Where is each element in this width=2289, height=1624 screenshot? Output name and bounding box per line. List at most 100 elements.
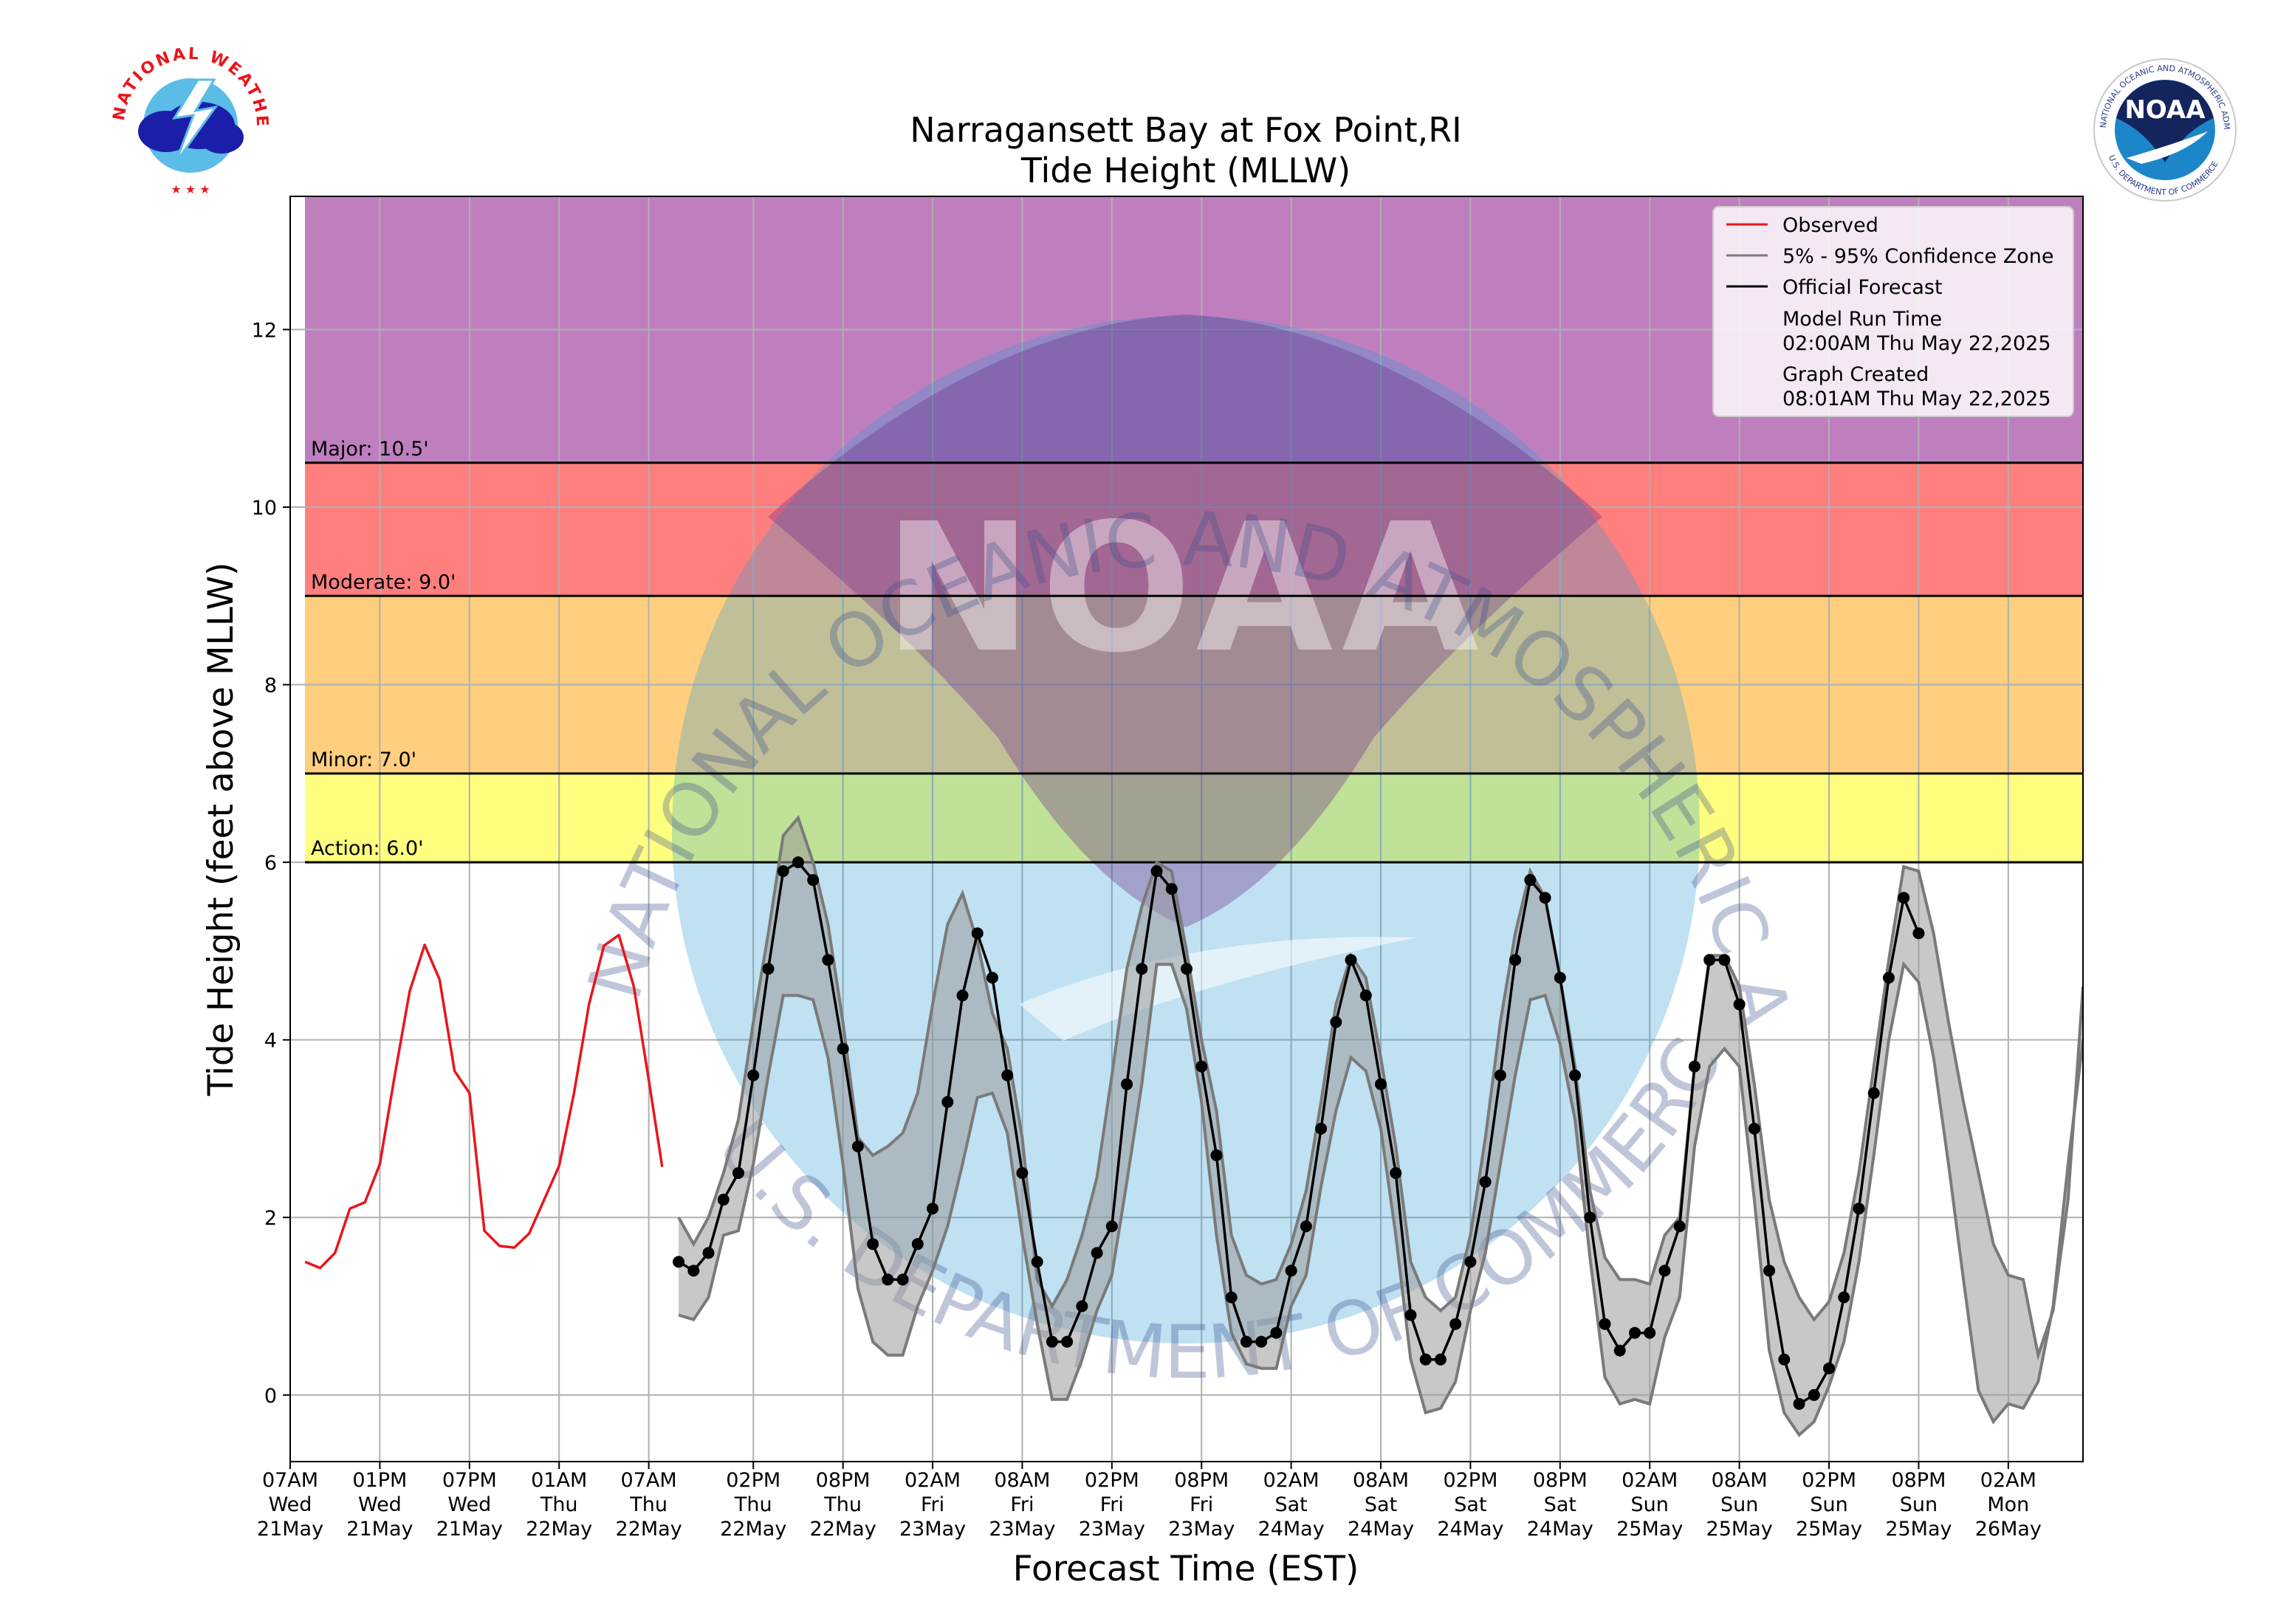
forecast-point: [1001, 1069, 1014, 1081]
forecast-point: [1494, 1069, 1506, 1081]
forecast-point: [1076, 1300, 1088, 1312]
x-tick-label: 02PM Thu 22May: [720, 1469, 786, 1541]
forecast-point: [1285, 1265, 1297, 1277]
forecast-point: [777, 865, 789, 878]
forecast-point: [1330, 1016, 1342, 1028]
x-tick-label: 02AM Sun 25May: [1616, 1469, 1683, 1541]
noaa-logo-text: NOAA: [2124, 95, 2206, 125]
threshold-label-minor: Minor: 7.0': [311, 749, 416, 771]
y-axis-label: Tide Height (feet above MLLW): [201, 562, 241, 1097]
forecast-point: [1569, 1069, 1582, 1081]
forecast-point: [1031, 1256, 1043, 1268]
forecast-point: [1658, 1265, 1671, 1277]
threshold-label-moderate: Moderate: 9.0': [311, 571, 456, 593]
forecast-point: [687, 1265, 700, 1277]
confidence-upper-line: [677, 814, 2083, 1361]
forecast-point: [1255, 1335, 1268, 1348]
legend-observed-label: Observed: [1782, 214, 1878, 237]
nws-logo-stars: ★ ★ ★: [171, 182, 210, 196]
forecast-point: [1763, 1265, 1776, 1277]
forecast-point: [1882, 971, 1895, 984]
chart-legend: Observed 5% - 95% Confidence Zone Offici…: [1712, 206, 2074, 417]
forecast-point: [1599, 1318, 1611, 1330]
watermark-noaa-text: NOAA: [884, 485, 1488, 692]
forecast-point: [1195, 1060, 1208, 1073]
forecast-point: [792, 856, 804, 869]
x-tick-label: 08AM Fri 23May: [989, 1469, 1055, 1541]
forecast-point: [1121, 1078, 1133, 1090]
x-tick-label: 08PM Sat 24May: [1527, 1469, 1593, 1541]
x-tick-label: 08PM Thu 22May: [810, 1469, 876, 1541]
x-tick-label: 02PM Fri 23May: [1079, 1469, 1145, 1541]
forecast-point: [1823, 1362, 1836, 1374]
forecast-point: [1136, 963, 1148, 975]
legend-confidence-label: 5% - 95% Confidence Zone: [1782, 245, 2053, 268]
forecast-point: [956, 989, 969, 1002]
forecast-point: [1554, 971, 1566, 984]
threshold-band-moderate: [305, 462, 2083, 596]
forecast-point: [1105, 1220, 1118, 1233]
forecast-point: [1150, 865, 1163, 878]
nws-logo: NATIONAL WEATHER SERVICE ★ ★ ★: [0, 0, 269, 196]
forecast-point: [851, 1140, 864, 1153]
forecast-point: [882, 1273, 894, 1286]
forecast-point: [1181, 963, 1192, 975]
forecast-point: [1404, 1309, 1417, 1321]
forecast-point: [1464, 1256, 1477, 1268]
forecast-point: [1898, 892, 1910, 904]
forecast-point: [1688, 1060, 1701, 1073]
x-tick-label: 08AM Sun 25May: [1706, 1469, 1773, 1541]
legend-model-run-label: Model Run Time: [1782, 308, 1942, 331]
forecast-point: [822, 954, 834, 966]
forecast-point: [1509, 954, 1522, 966]
forecast-point: [1419, 1353, 1432, 1366]
chart-title-line1: Narragansett Bay at Fox Point,RI: [910, 110, 1462, 150]
forecast-point: [1165, 883, 1178, 895]
x-tick-label: 08AM Sat 24May: [1348, 1469, 1414, 1541]
forecast-point: [986, 971, 998, 984]
forecast-point: [1748, 1122, 1760, 1135]
forecast-point: [1912, 927, 1925, 940]
forecast-point: [1718, 954, 1731, 966]
legend-graph-created-value: 08:01AM Thu May 22,2025: [1782, 388, 2051, 410]
forecast-point: [1793, 1397, 1805, 1410]
forecast-point: [1315, 1122, 1328, 1135]
x-tick-label: 02AM Sat 24May: [1258, 1469, 1325, 1541]
y-tick-label: 6: [264, 852, 277, 875]
forecast-point: [1300, 1220, 1312, 1233]
plot-frame: [289, 196, 2084, 1462]
forecast-point: [702, 1247, 715, 1259]
forecast-point: [673, 1256, 685, 1268]
forecast-point: [717, 1194, 730, 1206]
forecast-point: [971, 927, 984, 940]
forecast-point: [1345, 954, 1357, 966]
forecast-point: [1838, 1291, 1850, 1304]
forecast-point: [1359, 989, 1372, 1002]
forecast-point: [1390, 1167, 1402, 1180]
forecast-point: [1091, 1247, 1103, 1259]
forecast-point: [762, 963, 775, 975]
forecast-point: [1778, 1353, 1791, 1366]
forecast-point: [1644, 1327, 1656, 1339]
forecast-point: [1808, 1389, 1820, 1401]
forecast-point: [1867, 1087, 1880, 1099]
legend-box: [1712, 206, 2074, 417]
forecast-point: [747, 1069, 760, 1081]
y-tick-label: 12: [252, 319, 277, 342]
forecast-point: [1703, 954, 1716, 966]
x-axis-label: Forecast Time (EST): [1013, 1549, 1359, 1589]
legend-forecast-label: Official Forecast: [1782, 276, 1943, 299]
threshold-label-action: Action: 6.0': [311, 837, 424, 860]
forecast-point: [911, 1238, 924, 1250]
x-tick-label: 02PM Sat 24May: [1437, 1469, 1503, 1541]
forecast-point: [1524, 874, 1537, 887]
x-tick-label: 02AM Mon 26May: [1975, 1469, 2042, 1541]
forecast-point: [896, 1273, 909, 1286]
y-tick-label: 0: [264, 1385, 277, 1408]
forecast-point: [1434, 1353, 1447, 1366]
forecast-point: [1270, 1327, 1283, 1339]
confidence-lower-line: [678, 960, 2083, 1437]
y-tick-label: 10: [252, 497, 277, 520]
x-tick-label: 07PM Wed 21May: [436, 1469, 503, 1541]
